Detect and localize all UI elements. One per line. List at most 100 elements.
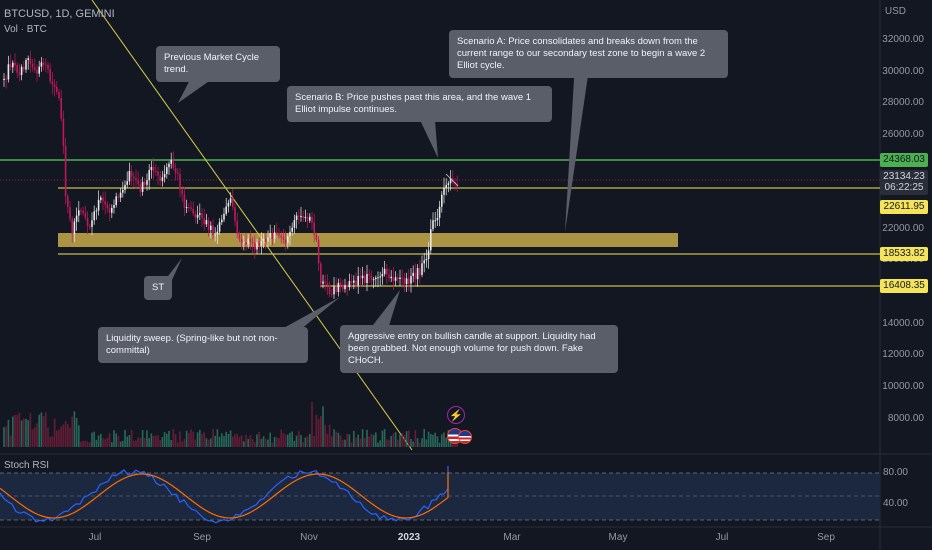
candle xyxy=(394,277,397,281)
volume-bar xyxy=(80,441,82,447)
candle xyxy=(214,234,216,236)
volume-bar xyxy=(201,434,203,447)
volume-bar xyxy=(117,435,120,447)
volume-bar xyxy=(159,440,161,447)
candle xyxy=(139,184,142,192)
callout-liquidity-sweep[interactable]: Liquidity sweep. (Spring-like but not no… xyxy=(98,327,308,363)
volume-bar xyxy=(295,435,298,447)
price-tag[interactable]: 06:22:25 xyxy=(880,181,928,195)
candle xyxy=(273,232,276,239)
candle xyxy=(102,197,104,202)
volume-bar xyxy=(7,419,10,447)
volume-legend[interactable]: Vol · BTC xyxy=(4,24,47,35)
stoch-k-line xyxy=(0,466,449,524)
volume-bar xyxy=(71,416,73,447)
volume-bar xyxy=(361,429,364,447)
callout-scenario-b[interactable]: Scenario B: Price pushes past this area,… xyxy=(287,86,552,122)
callout-st[interactable]: ST xyxy=(144,276,172,300)
candle xyxy=(449,178,452,184)
volume-bar xyxy=(416,438,419,447)
volume-bar xyxy=(130,429,133,447)
volume-bar xyxy=(64,421,67,447)
time-axis-label: Sep xyxy=(817,532,835,543)
volume-bar xyxy=(298,430,300,447)
callout-scenario-a[interactable]: Scenario A: Price consolidates and break… xyxy=(449,30,728,78)
candle xyxy=(62,118,65,146)
volume-bar xyxy=(163,432,166,447)
volume-bar xyxy=(346,433,348,447)
price-axis-label: 32000.00 xyxy=(882,34,924,45)
volume-bar xyxy=(179,431,181,447)
candle xyxy=(56,87,58,93)
callout-pointer xyxy=(370,290,400,329)
price-axis-label: 14000.00 xyxy=(882,318,924,329)
candle xyxy=(75,215,78,222)
candle xyxy=(355,280,357,286)
candle xyxy=(155,171,157,173)
volume-bar xyxy=(223,436,225,447)
candle xyxy=(144,181,146,185)
price-tag[interactable]: 16408.35 xyxy=(880,279,928,293)
volume-bar xyxy=(221,433,223,447)
lightning-icon[interactable]: ⚡ xyxy=(447,406,465,424)
time-axis-label: Nov xyxy=(300,532,318,543)
symbol-title[interactable]: BTCUSD, 1D, GEMINI xyxy=(4,8,115,20)
volume-bar xyxy=(93,431,95,447)
volume-bar xyxy=(240,435,243,447)
volume-bar xyxy=(144,438,146,447)
callout-aggressive-entry[interactable]: Aggressive entry on bullish candle at su… xyxy=(340,325,618,373)
candle xyxy=(203,217,205,225)
price-tag[interactable]: 22611.95 xyxy=(880,200,928,214)
price-tag[interactable]: 18533.82 xyxy=(880,247,928,261)
candle xyxy=(256,242,258,250)
volume-bar xyxy=(27,420,29,447)
candle xyxy=(192,208,194,214)
candle xyxy=(82,210,84,214)
volume-bar xyxy=(278,438,280,447)
candle xyxy=(405,278,408,284)
volume-bar xyxy=(254,442,256,447)
candle xyxy=(271,233,274,239)
candle xyxy=(247,238,249,245)
candle xyxy=(322,281,324,284)
candle xyxy=(392,276,395,281)
volume-bar xyxy=(152,435,155,447)
candle xyxy=(168,163,170,168)
candle xyxy=(135,178,137,181)
volume-bar xyxy=(166,433,168,447)
volume-bar xyxy=(315,415,318,447)
candle xyxy=(388,274,390,279)
volume-bar xyxy=(291,431,293,447)
volume-bar xyxy=(45,412,47,447)
candle xyxy=(80,210,82,212)
candle xyxy=(174,167,177,173)
candle xyxy=(346,285,348,288)
volume-bar xyxy=(62,424,65,447)
volume-bar xyxy=(69,427,71,447)
candle xyxy=(36,70,38,74)
candle xyxy=(130,170,133,177)
stoch-rsi-legend[interactable]: Stoch RSI xyxy=(4,460,50,471)
volume-bar xyxy=(287,434,289,447)
candle xyxy=(377,277,379,279)
volume-bar xyxy=(386,439,388,447)
volume-bar xyxy=(430,433,432,447)
candle xyxy=(401,277,403,279)
candle xyxy=(166,167,168,174)
candle xyxy=(93,211,95,221)
currency-label[interactable]: USD xyxy=(884,6,906,17)
price-tag[interactable]: 24368.03 xyxy=(880,153,928,167)
candle xyxy=(414,272,417,280)
candle xyxy=(58,92,60,98)
us-flag-icon[interactable] xyxy=(458,430,472,444)
cursor-marker xyxy=(445,173,459,187)
volume-bar xyxy=(14,414,16,447)
price-tag[interactable]: 23134.23 xyxy=(880,170,928,184)
volume-bar xyxy=(232,436,234,447)
volume-bar xyxy=(427,431,430,447)
candle xyxy=(128,170,131,182)
callout-previous-cycle[interactable]: Previous Market Cycle trend. xyxy=(156,46,280,82)
volume-bar xyxy=(207,439,210,447)
